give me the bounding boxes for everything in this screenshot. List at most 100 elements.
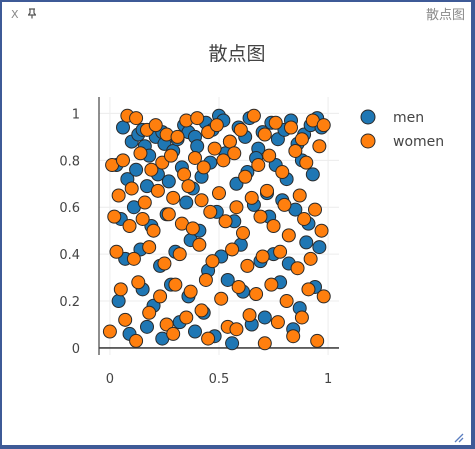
scatter-point-women xyxy=(207,141,222,156)
scatter-point-women xyxy=(297,211,312,226)
y-tick-label: 0.4 xyxy=(59,248,80,263)
scatter-point-men xyxy=(220,272,235,287)
scatter-point-women xyxy=(216,153,231,168)
scatter-point-women xyxy=(214,291,229,306)
legend-label: men xyxy=(393,110,424,126)
scatter-point-women xyxy=(192,237,207,252)
scatter-point-women xyxy=(212,186,226,201)
scatter-point-women xyxy=(129,111,144,126)
y-tick-label: 0.8 xyxy=(59,154,80,169)
scatter-point-women xyxy=(225,242,240,257)
scatter-point-women xyxy=(109,244,124,259)
scatter-point-women xyxy=(246,108,261,123)
legend-marker xyxy=(360,109,376,125)
axes xyxy=(98,97,339,355)
x-tick-label: 0.5 xyxy=(209,372,230,387)
scatter-point-women xyxy=(229,322,244,337)
scatter-point-women xyxy=(111,188,126,203)
scatter-point-women xyxy=(161,207,176,222)
close-button[interactable]: X xyxy=(11,8,19,21)
scatter-point-women xyxy=(153,289,168,304)
scatter-point-women xyxy=(275,165,290,180)
scatter-point-women xyxy=(188,150,202,165)
scatter-point-women xyxy=(181,179,196,194)
scatter-point-women xyxy=(126,251,141,266)
scatter-point-women xyxy=(316,289,331,304)
scatter-point-women xyxy=(290,261,305,276)
scatter-point-men xyxy=(188,324,202,339)
scatter-point-women xyxy=(146,223,161,238)
scatter-point-women xyxy=(310,333,325,348)
pin-icon[interactable] xyxy=(27,8,37,22)
scatter-point-men xyxy=(161,174,176,189)
scatter-point-women xyxy=(284,120,298,135)
scatter-point-women xyxy=(312,139,327,154)
scatter-point-women xyxy=(233,122,248,137)
legend-item-women[interactable]: women xyxy=(360,133,444,150)
scatter-point-women xyxy=(266,219,281,233)
scatter-point-women xyxy=(292,188,307,203)
scatter-point-women xyxy=(166,326,181,341)
scatter-point-women xyxy=(166,190,181,205)
legend-item-men[interactable]: men xyxy=(360,109,424,126)
scatter-point-women xyxy=(260,183,274,198)
scatter-point-women xyxy=(102,324,117,339)
scatter-point-women xyxy=(303,251,318,266)
y-tick-label: 0 xyxy=(72,342,80,357)
scatter-point-women xyxy=(277,197,292,212)
scatter-point-women xyxy=(150,183,165,198)
scatter-point-women xyxy=(301,282,316,297)
scatter-point-women xyxy=(238,169,253,184)
scatter-point-women xyxy=(257,127,272,142)
scatter-point-women xyxy=(242,308,257,323)
legend-marker xyxy=(360,133,376,149)
scatter-point-women xyxy=(179,310,194,325)
scatter-point-women xyxy=(194,303,209,318)
scatter-point-women xyxy=(190,111,205,126)
scatter-point-women xyxy=(253,209,268,224)
scatter-point-women xyxy=(251,158,266,173)
scatter-point-women xyxy=(314,223,329,238)
y-tick-label: 0.2 xyxy=(59,295,80,310)
scatter-point-women xyxy=(148,118,163,133)
scatter-point-women xyxy=(222,134,237,149)
scatter-point-women xyxy=(286,329,301,344)
scatter-point-women xyxy=(168,277,183,292)
scatter-point-women xyxy=(209,118,224,133)
series-women xyxy=(102,108,331,351)
scatter-point-women xyxy=(198,272,213,287)
x-tick-label: 0 xyxy=(106,372,114,387)
scatter-point-women xyxy=(244,190,259,205)
scatter-point-women xyxy=(116,153,130,168)
scatter-point-women xyxy=(203,204,218,219)
scatter-point-women xyxy=(135,211,150,226)
chart-title: 散点图 xyxy=(208,43,265,65)
scatter-point-women xyxy=(142,240,157,255)
scatter-point-men xyxy=(299,235,314,250)
scatter-point-men xyxy=(190,139,205,154)
scatter-point-women xyxy=(194,193,209,208)
resize-handle-icon[interactable] xyxy=(454,428,464,443)
scatter-point-women xyxy=(118,312,133,327)
scatter-point-women xyxy=(185,221,200,236)
scatter-point-women xyxy=(316,118,331,133)
scatter-point-women xyxy=(205,254,220,269)
scatter-point-women xyxy=(122,219,137,233)
scatter-point-women xyxy=(294,310,309,325)
scatter-point-women xyxy=(142,305,157,320)
tick-labels: 0 0.2 0.4 0.6 0.8 1 0 0.5 1 xyxy=(59,107,332,387)
scatter-point-men xyxy=(129,162,144,177)
scatter-point-women xyxy=(240,258,255,273)
scatter-point-women xyxy=(133,146,148,161)
x-tick-label: 1 xyxy=(324,372,332,387)
scatter-point-men xyxy=(257,310,272,325)
scatter-point-women xyxy=(257,336,272,351)
scatter-point-women xyxy=(164,148,178,163)
scatter-point-women xyxy=(268,115,283,130)
legend[interactable]: men women xyxy=(360,109,444,150)
scatter-point-women xyxy=(107,209,122,224)
scatter-point-men xyxy=(305,167,320,182)
scatter-point-women xyxy=(129,333,144,348)
scatter-point-women xyxy=(270,315,285,330)
scatter-point-women xyxy=(172,247,187,262)
